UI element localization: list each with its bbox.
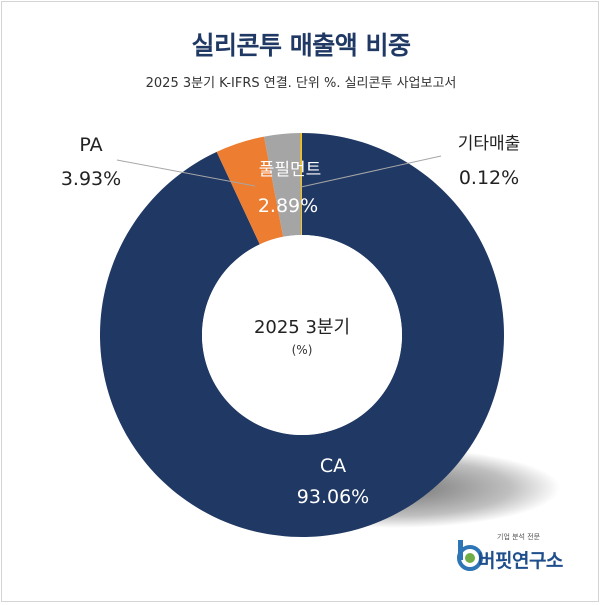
center-label: 2025 3분기	[254, 317, 350, 338]
slice-name-etc: 기타매출	[458, 134, 521, 154]
center-unit: (%)	[292, 343, 313, 357]
slice-name-pa: PA	[79, 134, 102, 156]
logo-name: 버핏연구소	[478, 550, 563, 572]
slice-ca	[99, 133, 504, 537]
slice-value-fulfillment: 2.89%	[258, 195, 318, 217]
slice-fulfillment	[264, 133, 302, 237]
logo-tagline: 기업 분석 전문	[497, 533, 541, 541]
slice-value-ca: 93.06%	[297, 486, 369, 508]
leader-line-pa	[116, 159, 256, 187]
slice-etc	[300, 133, 302, 236]
donut-hole	[202, 235, 402, 435]
chart-subtitle: 2025 3분기 K-IFRS 연결. 단위 %. 실리콘투 사업보고서	[145, 76, 457, 91]
logo-mark-icon	[457, 540, 483, 571]
leader-line-etc	[300, 155, 442, 188]
slice-name-ca: CA	[320, 455, 346, 477]
chart-title: 실리콘투 매출액 비중	[191, 31, 411, 60]
slice-pa	[216, 136, 284, 245]
slice-value-etc: 0.12%	[459, 167, 519, 189]
slice-value-pa: 3.93%	[61, 168, 121, 190]
slice-name-fulfillment: 풀필먼트	[259, 160, 322, 180]
donut-slices	[99, 133, 504, 537]
